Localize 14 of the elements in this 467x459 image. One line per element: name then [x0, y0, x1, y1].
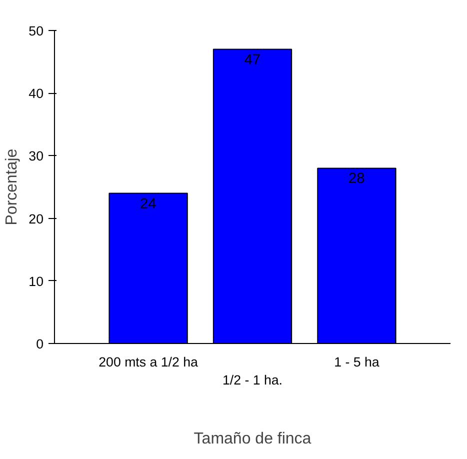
- y-tick-label: 20: [28, 211, 44, 226]
- y-axis-title: Porcentaje: [4, 148, 21, 226]
- y-tick-label: 40: [28, 86, 44, 102]
- data-label: 24: [140, 196, 156, 212]
- x-tick-label: 200 mts a 1/2 ha: [98, 354, 199, 370]
- y-tick-label: 30: [28, 148, 44, 164]
- x-tick-label: 1 - 5 ha: [334, 354, 380, 370]
- y-tick-label: 0: [36, 336, 44, 352]
- y-tick-label: 10: [28, 274, 44, 289]
- y-tick-label: 50: [28, 24, 44, 38]
- x-axis-title: Tamaño de finca: [194, 430, 312, 448]
- data-label: 47: [244, 52, 261, 68]
- x-tick-label: 1/2 - 1 ha.: [222, 372, 283, 388]
- data-label: 28: [348, 171, 365, 188]
